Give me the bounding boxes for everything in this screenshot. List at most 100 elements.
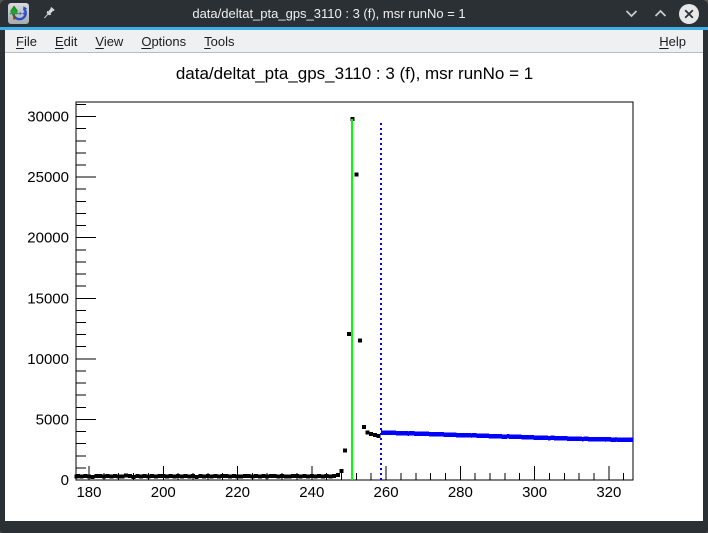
menu-item-file[interactable]: File xyxy=(16,33,37,49)
data-point xyxy=(202,474,207,479)
menubar: File Edit View Options Tools Help xyxy=(5,30,703,53)
x-axis-tick-label: 240 xyxy=(299,484,324,501)
x-axis-tick-label: 180 xyxy=(76,484,101,501)
data-point xyxy=(131,474,136,479)
data-point xyxy=(309,474,314,479)
x-axis-tick-label: 260 xyxy=(374,484,399,501)
data-point xyxy=(172,474,177,479)
data-point xyxy=(376,434,381,439)
pin-icon[interactable] xyxy=(41,6,56,21)
data-point xyxy=(369,431,374,436)
data-point xyxy=(250,474,255,479)
titlebar[interactable]: ++ data/deltat_pta_gps_3110 : 3 (f), msr… xyxy=(0,0,708,27)
data-point xyxy=(335,472,340,477)
data-point xyxy=(187,474,192,479)
x-axis-tick-label: 200 xyxy=(151,484,176,501)
data-point xyxy=(313,474,318,479)
data-point xyxy=(276,474,281,479)
root-canvas[interactable]: data/deltat_pta_gps_3110 : 3 (f), msr ru… xyxy=(5,53,703,521)
data-point xyxy=(294,474,299,479)
data-point xyxy=(161,474,166,479)
data-point xyxy=(346,332,351,337)
data-point xyxy=(358,338,363,343)
menu-item-edit[interactable]: Edit xyxy=(54,33,78,49)
menu-item-tools[interactable]: Tools xyxy=(204,33,235,49)
svg-text:++: ++ xyxy=(18,11,26,18)
data-point xyxy=(109,474,114,479)
data-point xyxy=(317,474,322,479)
data-point xyxy=(332,473,337,478)
data-point xyxy=(272,473,277,478)
data-point xyxy=(101,474,106,479)
data-point xyxy=(298,474,303,479)
data-point xyxy=(320,474,325,479)
data-point xyxy=(283,474,288,479)
plot-title: data/deltat_pta_gps_3110 : 3 (f), msr ru… xyxy=(176,64,533,83)
data-point xyxy=(112,474,117,479)
data-point xyxy=(120,474,125,479)
y-axis-tick-label: 0 xyxy=(61,472,69,489)
data-point xyxy=(354,172,359,177)
menu-item-options[interactable]: Options xyxy=(141,33,187,49)
data-point xyxy=(105,473,110,478)
close-button[interactable] xyxy=(678,3,700,25)
data-point xyxy=(79,474,84,479)
data-point xyxy=(228,474,233,479)
data-point xyxy=(224,473,229,478)
data-point xyxy=(220,474,225,479)
root-logo-icon-glyph: ++ xyxy=(9,5,28,21)
menu-item-help[interactable]: Help xyxy=(659,33,686,49)
root-logo-icon[interactable]: ++ xyxy=(8,3,29,24)
plot-frame xyxy=(75,101,634,481)
data-point xyxy=(98,474,103,479)
window-controls xyxy=(620,3,700,25)
data-point xyxy=(183,473,188,478)
data-point xyxy=(324,474,329,479)
window-title: data/deltat_pta_gps_3110 : 3 (f), msr ru… xyxy=(192,6,466,21)
data-point xyxy=(261,474,266,479)
close-icon xyxy=(679,3,699,24)
x-axis-tick-label: 280 xyxy=(448,484,473,501)
data-point xyxy=(291,474,296,479)
data-point xyxy=(239,474,244,479)
menu-item-view[interactable]: View xyxy=(95,33,124,49)
data-point xyxy=(75,474,80,479)
titlebar-accent-line xyxy=(0,27,708,30)
data-point xyxy=(213,474,218,479)
data-point xyxy=(216,474,221,479)
data-point xyxy=(94,473,99,478)
data-point xyxy=(83,474,88,479)
data-point xyxy=(157,473,162,478)
x-axis-tick-label: 300 xyxy=(522,484,547,501)
data-point xyxy=(339,469,344,474)
data-point xyxy=(153,474,158,479)
data-point xyxy=(164,474,169,479)
data-point xyxy=(257,474,262,479)
y-axis-tick-label: 30000 xyxy=(27,109,69,126)
data-point xyxy=(268,474,273,479)
data-point xyxy=(90,474,95,479)
data-point xyxy=(124,473,129,478)
data-point xyxy=(127,474,132,479)
data-point xyxy=(116,474,121,479)
data-point xyxy=(179,474,184,479)
chevron-down-icon xyxy=(625,10,637,18)
data-point xyxy=(254,473,259,478)
data-point xyxy=(205,473,210,478)
data-point xyxy=(194,474,199,479)
chevron-up-icon xyxy=(654,9,666,17)
y-axis-tick-label: 20000 xyxy=(27,230,69,247)
menu-items-right: Help xyxy=(650,30,695,53)
data-point xyxy=(176,474,181,479)
data-point xyxy=(231,474,236,479)
plot-area[interactable]: data/deltat_pta_gps_3110 : 3 (f), msr ru… xyxy=(5,53,703,521)
x-axis-tick-label: 320 xyxy=(596,484,621,501)
minimize-button[interactable] xyxy=(620,3,642,25)
data-point xyxy=(246,474,251,479)
y-axis-tick-label: 25000 xyxy=(27,169,69,186)
data-point xyxy=(365,430,370,435)
maximize-button[interactable] xyxy=(649,3,671,25)
data-point xyxy=(280,474,285,479)
data-point xyxy=(287,474,292,479)
